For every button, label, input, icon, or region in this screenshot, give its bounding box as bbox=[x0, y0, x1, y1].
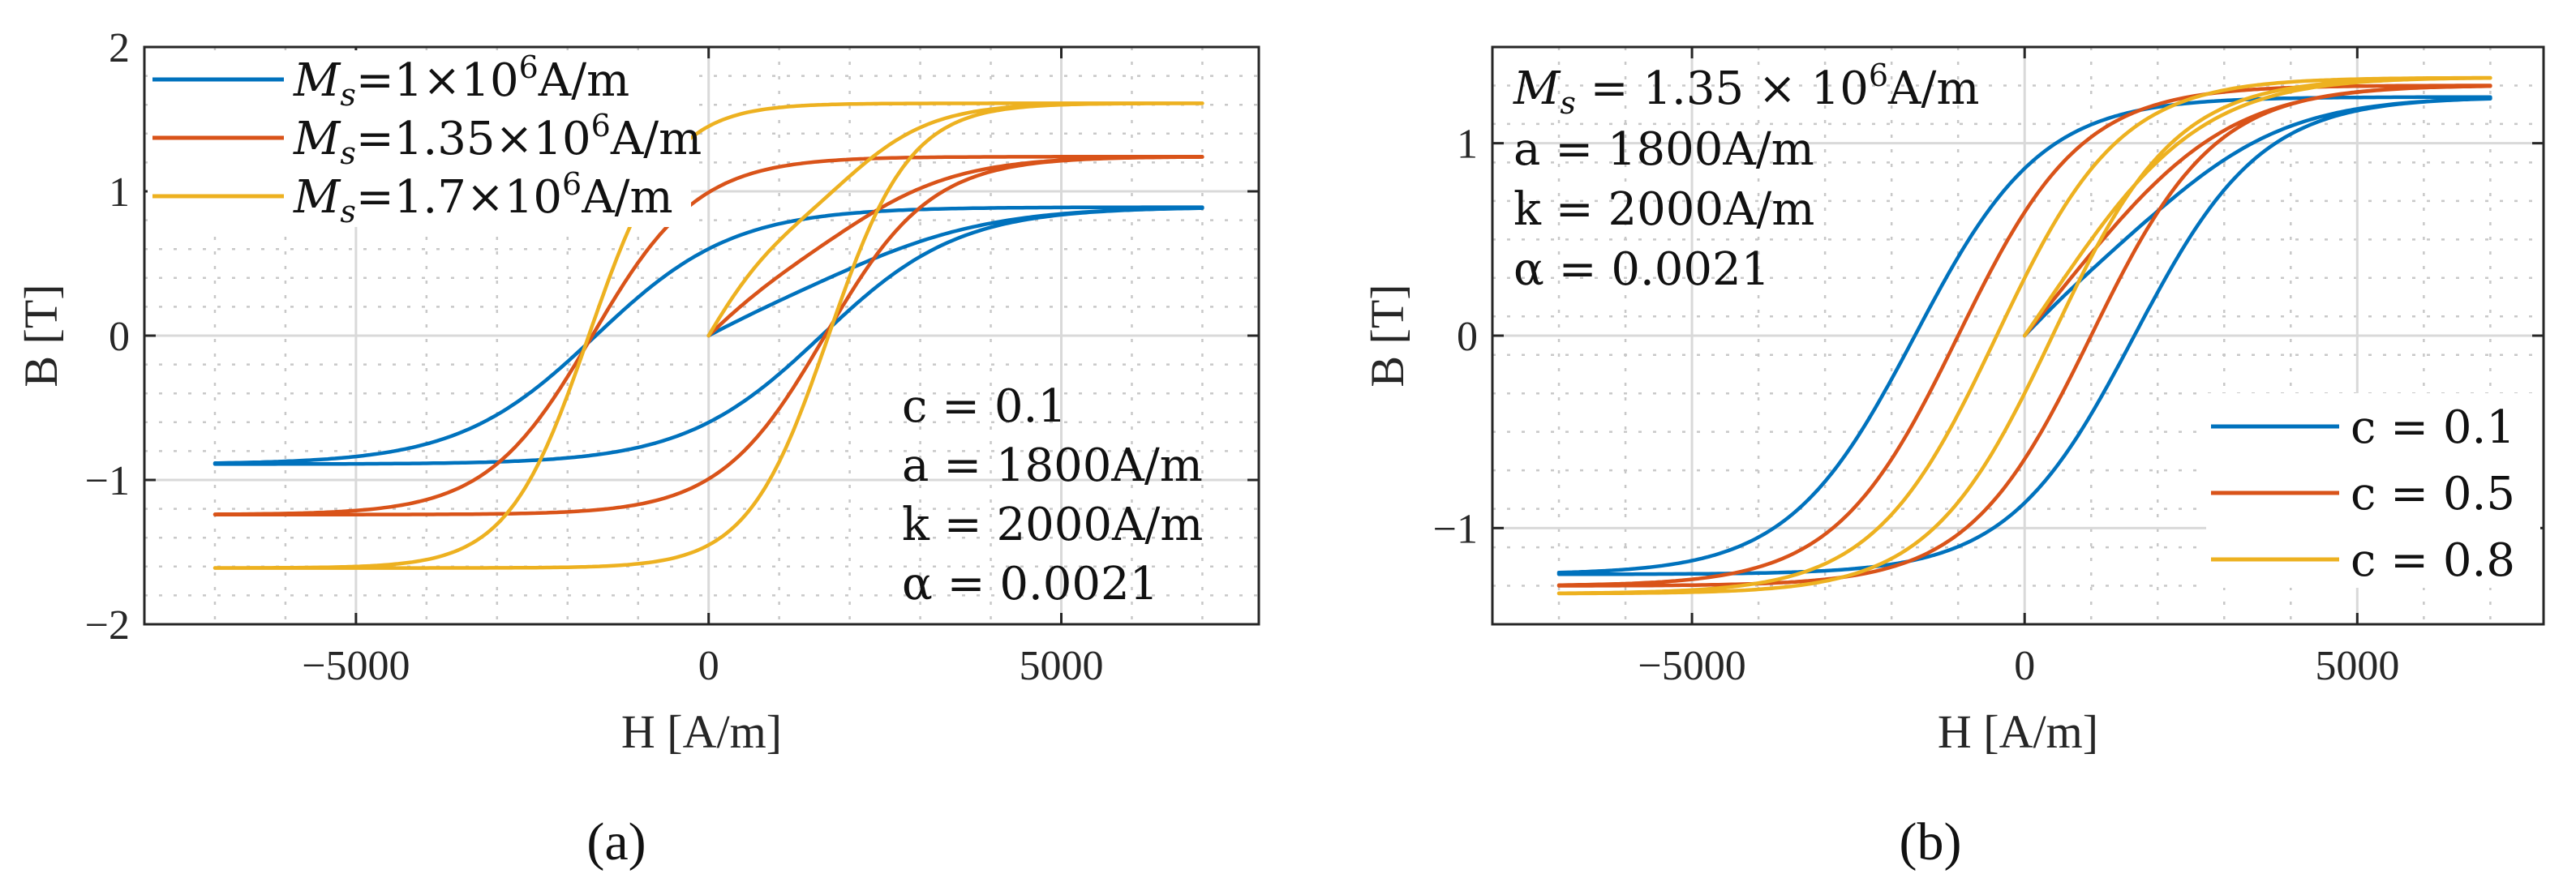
annotation-b: Ms = 1.35 × 106A/ma = 1800A/m k = 2000A/m… bbox=[1513, 58, 1979, 296]
x-tick-label: 0 bbox=[2014, 643, 2035, 689]
panel-label-b: (b) bbox=[1900, 812, 1962, 872]
annotation-a: c = 0.1 a = 1800A/m k = 2000A/m α = 0.0021 bbox=[902, 380, 1203, 610]
x-tick-label: 5000 bbox=[1020, 643, 1104, 689]
x-axis-label-a: H [A/m] bbox=[621, 705, 782, 758]
y-axis-label-a: B [T] bbox=[15, 284, 67, 387]
series-line-2 bbox=[1556, 84, 2492, 588]
legend-a: Ms=1×106A/mMs=1.35×106A/mMs=1.7×106A/m bbox=[148, 49, 702, 229]
annotation-line: α = 0.0021 bbox=[902, 558, 1158, 610]
series-line-3 bbox=[213, 101, 1204, 570]
annotation-line: a = 1800A/m bbox=[1513, 123, 1814, 176]
series-line-1 bbox=[1556, 95, 2492, 576]
x-tick-label: 0 bbox=[698, 643, 719, 689]
x-tick-label: −5000 bbox=[302, 643, 410, 689]
legend-label: Ms=1.35×106A/m bbox=[293, 108, 702, 171]
y-tick-label: −2 bbox=[85, 602, 130, 649]
chart-panel-b: −5000 0 5000 −1 0 1 c = 0.1 c = 0.5 c = 0.8 Ms … bbox=[1361, 45, 2545, 872]
y-tick-label: 0 bbox=[109, 314, 130, 360]
y-tick-label: 1 bbox=[109, 169, 130, 216]
legend-label: Ms=1.7×106A/m bbox=[293, 166, 673, 229]
ticks-b: −5000 0 5000 −1 0 1 bbox=[1433, 47, 2544, 689]
minor-grid-a bbox=[144, 47, 1259, 624]
y-axis-label-b: B [T] bbox=[1361, 284, 1414, 387]
legend-label: Ms=1×106A/m bbox=[293, 49, 629, 113]
legend-label: c = 0.1 bbox=[2351, 401, 2515, 454]
panel-label-a: (a) bbox=[586, 812, 646, 872]
annotation-line: c = 0.1 bbox=[902, 380, 1067, 433]
annotation-line: α = 0.0021 bbox=[1513, 243, 1770, 296]
curves-a bbox=[213, 101, 1204, 570]
annotation-line: k = 2000A/m bbox=[1513, 183, 1814, 236]
legend-label: c = 0.5 bbox=[2351, 468, 2515, 520]
ticks-a: −5000 0 5000 −2 −1 0 1 2 bbox=[85, 25, 1259, 689]
series-line-3 bbox=[1556, 75, 2492, 596]
curves-b bbox=[1556, 75, 2492, 596]
legend-label: c = 0.8 bbox=[2351, 534, 2515, 587]
chart-panel-a: −5000 0 5000 −2 −1 0 1 2 Ms=1×106A/mMs=1.35×106… bbox=[15, 25, 1260, 872]
legend-b: c = 0.1 c = 0.5 c = 0.8 bbox=[2206, 393, 2540, 588]
annotation-line: Ms = 1.35 × 106A/m bbox=[1513, 58, 1979, 121]
y-tick-label: 1 bbox=[1457, 122, 1478, 168]
annotation-line: a = 1800A/m bbox=[902, 439, 1203, 492]
x-tick-label: −5000 bbox=[1638, 643, 1745, 689]
annotation-line: k = 2000A/m bbox=[902, 499, 1203, 551]
y-tick-label: 2 bbox=[109, 25, 130, 71]
x-tick-label: 5000 bbox=[2315, 643, 2399, 689]
series-line-1 bbox=[213, 205, 1204, 466]
y-tick-label: −1 bbox=[1433, 506, 1478, 552]
y-tick-label: 0 bbox=[1457, 314, 1478, 360]
x-axis-label-b: H [A/m] bbox=[1938, 705, 2098, 758]
y-tick-label: −1 bbox=[85, 458, 130, 504]
series-line-2 bbox=[213, 155, 1204, 516]
